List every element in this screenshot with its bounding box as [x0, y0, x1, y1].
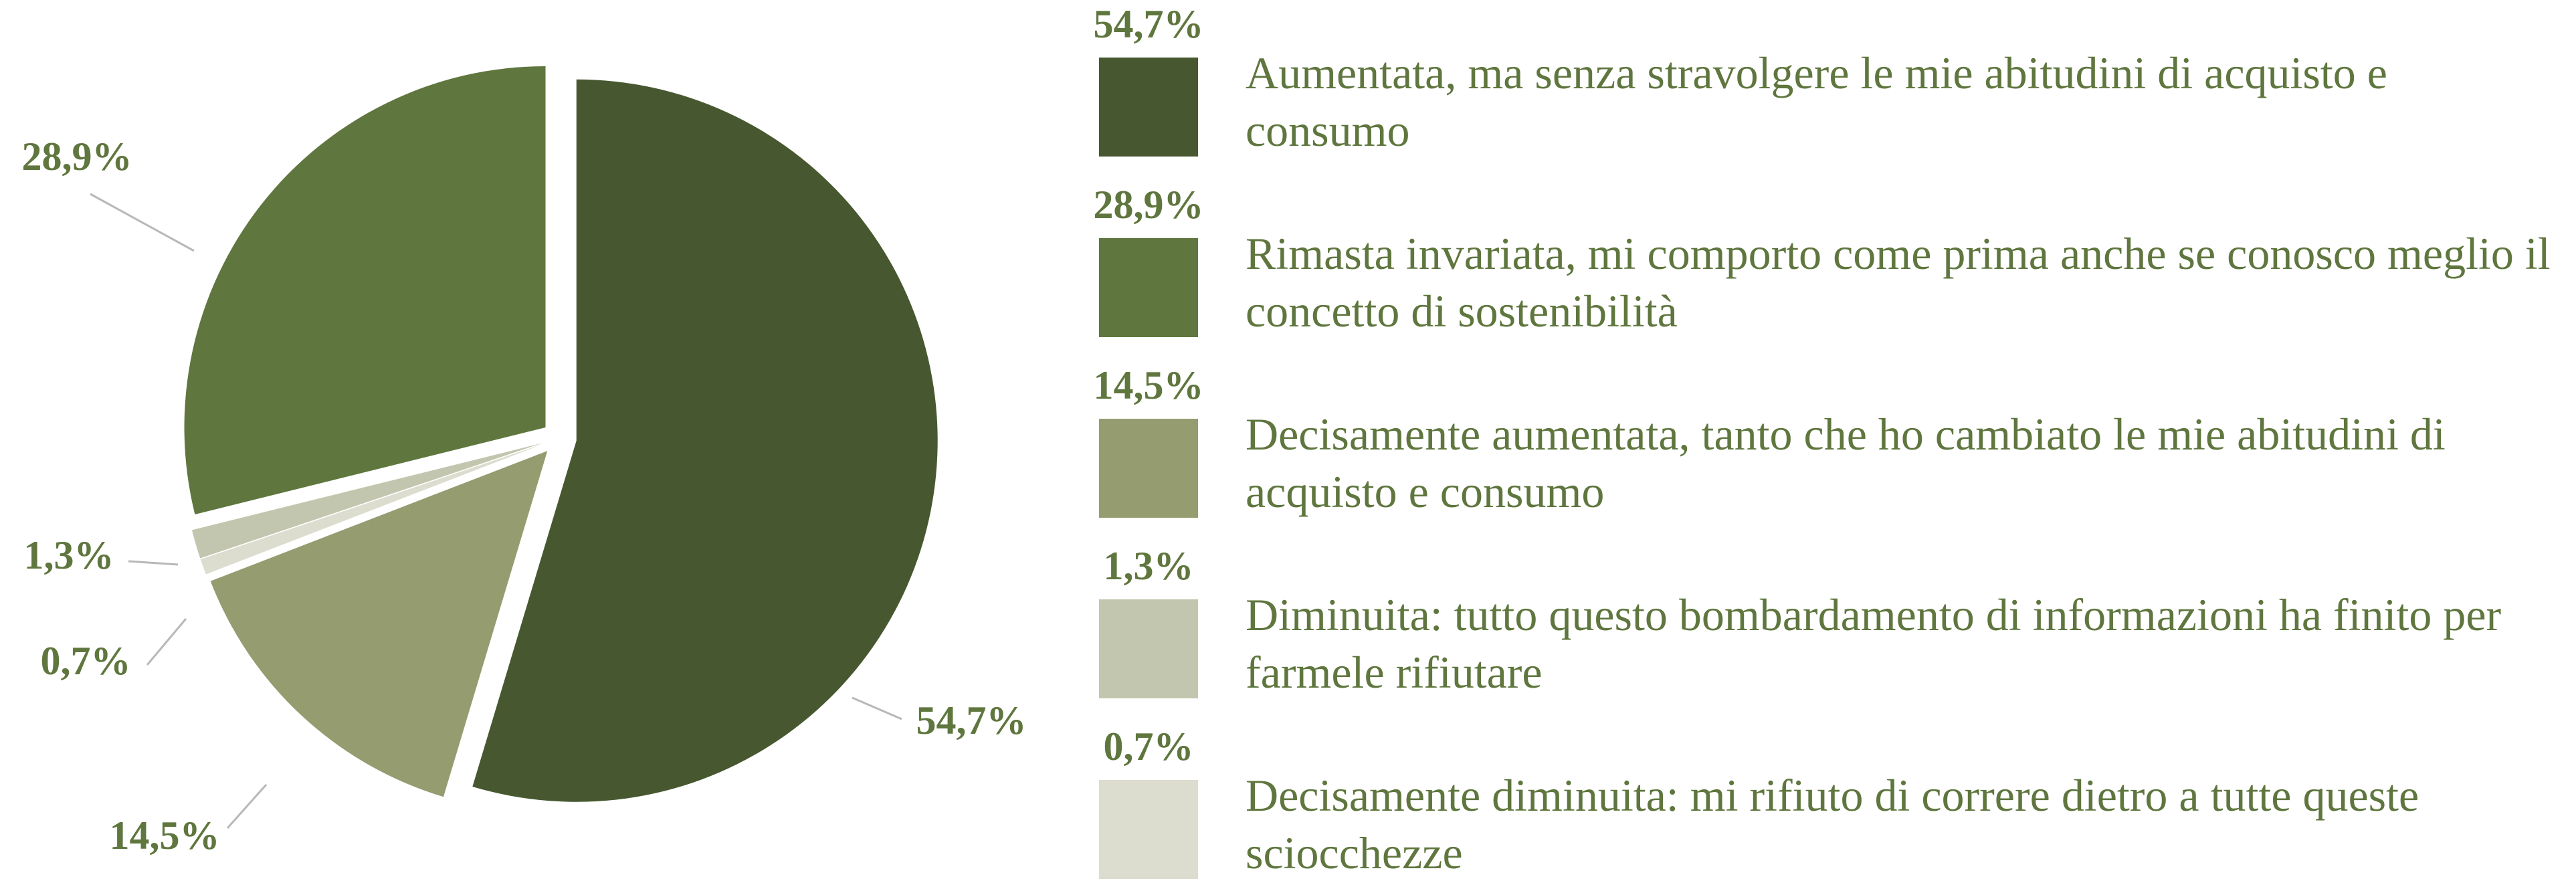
leader-line — [226, 784, 268, 829]
slice-label: 0,7% — [41, 639, 131, 683]
leader-line — [146, 618, 187, 666]
legend-value: 1,3% — [1104, 544, 1194, 588]
pie-slice — [184, 66, 546, 515]
leader-line — [128, 560, 179, 566]
slice-label: 28,9% — [22, 134, 132, 179]
legend-value: 14,5% — [1094, 363, 1204, 407]
legend-line: Decisamente diminuita: mi rifiuto di cor… — [1246, 770, 2419, 821]
legend-label: Decisamente aumentata, tanto che ho camb… — [1246, 409, 2446, 517]
legend-line: Rimasta invariata, mi comporto come prim… — [1246, 228, 2551, 279]
legend-swatch — [1099, 238, 1198, 337]
leader-line — [852, 696, 902, 720]
pie-slice — [191, 443, 543, 559]
pie-slice — [472, 79, 938, 802]
legend-line: concetto di sostenibilità — [1246, 286, 1678, 336]
legend-swatch — [1099, 58, 1198, 157]
slice-label: 54,7% — [916, 698, 1027, 742]
legend-line: Decisamente aumentata, tanto che ho camb… — [1246, 409, 2446, 460]
legend-line: farmele rifiutare — [1246, 647, 1543, 698]
leader-line — [90, 193, 195, 252]
legend-value: 0,7% — [1104, 724, 1194, 769]
legend-line: Diminuita: tutto questo bombardamento di… — [1246, 589, 2502, 640]
pie-slice — [200, 443, 543, 575]
slice-label: 14,5% — [110, 813, 220, 858]
legend-value: 54,7% — [1094, 2, 1204, 46]
legend-label: Rimasta invariata, mi comporto come prim… — [1246, 228, 2551, 336]
pie-slice — [210, 451, 548, 797]
legend-value: 28,9% — [1094, 183, 1204, 227]
legend-swatch — [1099, 780, 1198, 879]
legend-swatch — [1099, 419, 1198, 518]
slice-label: 1,3% — [24, 533, 114, 577]
legend-label: Decisamente diminuita: mi rifiuto di cor… — [1246, 770, 2419, 878]
legend-label: Diminuita: tutto questo bombardamento di… — [1246, 589, 2502, 698]
legend-label: Aumentata, ma senza stravolgere le mie a… — [1246, 47, 2387, 156]
legend-swatch — [1099, 599, 1198, 698]
legend-line: acquisto e consumo — [1246, 466, 1604, 517]
legend-line: Aumentata, ma senza stravolgere le mie a… — [1246, 47, 2387, 98]
legend-line: sciocchezze — [1246, 827, 1463, 878]
legend-line: consumo — [1246, 105, 1410, 156]
